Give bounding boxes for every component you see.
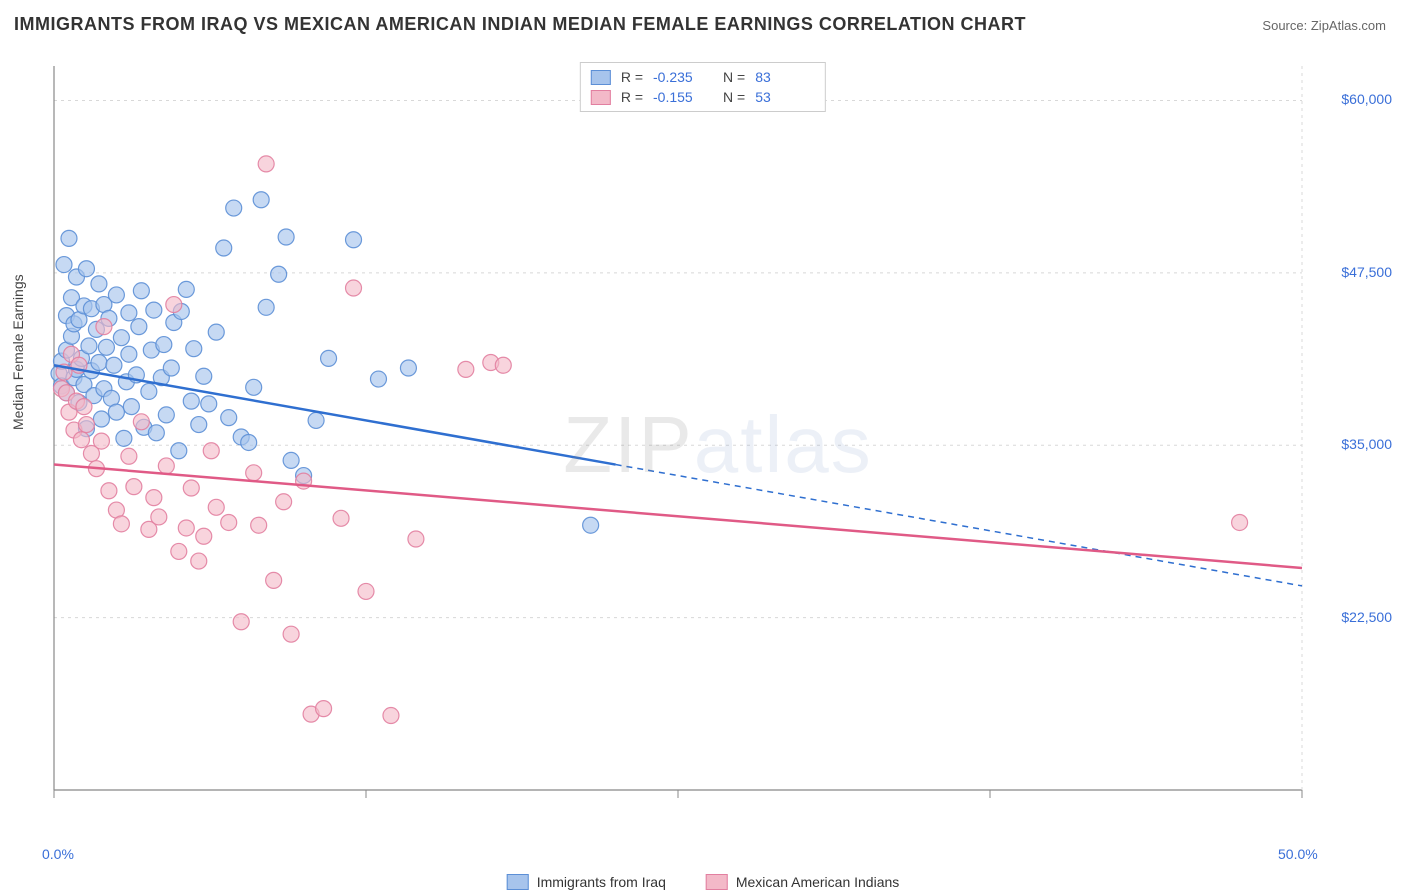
source-value: ZipAtlas.com xyxy=(1311,18,1386,33)
chart-title: IMMIGRANTS FROM IRAQ VS MEXICAN AMERICAN… xyxy=(14,14,1026,35)
y-axis-label: Median Female Earnings xyxy=(10,274,26,430)
n-value: 83 xyxy=(755,69,815,85)
chart-area: ZIPatlas xyxy=(48,60,1388,830)
chart-container: IMMIGRANTS FROM IRAQ VS MEXICAN AMERICAN… xyxy=(0,0,1406,892)
legend-swatch-icon xyxy=(591,70,611,85)
legend-label: Mexican American Indians xyxy=(736,874,899,890)
r-value: -0.155 xyxy=(653,89,713,105)
legend-swatch-icon xyxy=(706,874,728,890)
series-legend: Immigrants from Iraq Mexican American In… xyxy=(507,874,900,890)
n-value: 53 xyxy=(755,89,815,105)
legend-item: Mexican American Indians xyxy=(706,874,899,890)
stats-legend-row: R = -0.155 N = 53 xyxy=(591,87,815,107)
n-label: N = xyxy=(723,69,745,85)
y-tick-label: $22,500 xyxy=(1341,609,1392,625)
r-value: -0.235 xyxy=(653,69,713,85)
y-tick-label: $60,000 xyxy=(1341,91,1392,107)
stats-legend-row: R = -0.235 N = 83 xyxy=(591,67,815,87)
legend-swatch-icon xyxy=(507,874,529,890)
x-tick-label: 0.0% xyxy=(42,846,74,862)
r-label: R = xyxy=(621,69,643,85)
source-label: Source: xyxy=(1262,18,1307,33)
legend-item: Immigrants from Iraq xyxy=(507,874,666,890)
y-tick-label: $35,000 xyxy=(1341,436,1392,452)
source-attribution: Source: ZipAtlas.com xyxy=(1262,18,1386,33)
stats-legend: R = -0.235 N = 83 R = -0.155 N = 53 xyxy=(580,62,826,112)
y-tick-label: $47,500 xyxy=(1341,264,1392,280)
legend-label: Immigrants from Iraq xyxy=(537,874,666,890)
legend-swatch-icon xyxy=(591,90,611,105)
r-label: R = xyxy=(621,89,643,105)
chart-svg xyxy=(48,60,1388,830)
x-tick-label: 50.0% xyxy=(1278,846,1318,862)
n-label: N = xyxy=(723,89,745,105)
